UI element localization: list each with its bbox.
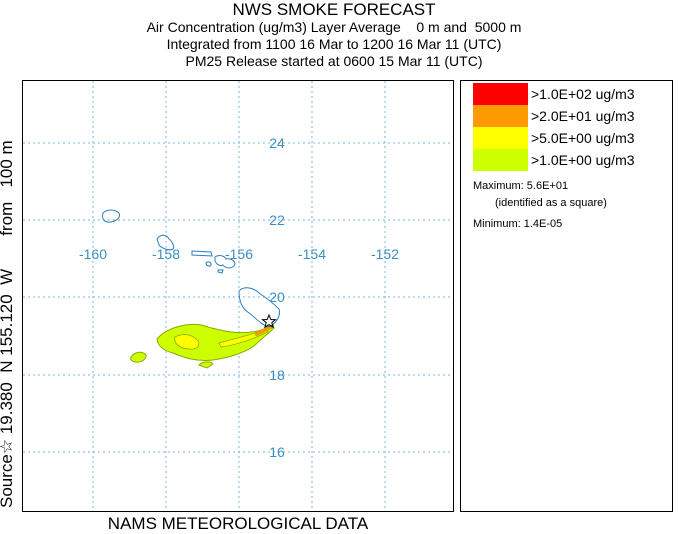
- island-hawaii: [238, 287, 280, 328]
- lon-tick: -160: [79, 246, 107, 262]
- legend-swatch-lime: [473, 149, 528, 171]
- island-molokai: [191, 250, 213, 257]
- lon-tick: -156: [225, 246, 253, 262]
- plume-contour-5ug: [174, 328, 269, 350]
- legend-label: >2.0E+01 ug/m3: [531, 108, 635, 124]
- lat-tick: 20: [269, 289, 285, 305]
- legend-swatch-red: [473, 83, 528, 105]
- source-location-label: Source☆ 19.380 N 155.120 W from 100 m: [0, 140, 16, 508]
- map-panel: -160 -158 -156 -154 -152 24 22 20 18 16: [22, 80, 454, 512]
- maximum-note: (identified as a square): [495, 197, 607, 209]
- lat-tick: 16: [269, 444, 285, 460]
- legend-item: >5.0E+00 ug/m3: [473, 127, 635, 149]
- legend-label: >5.0E+00 ug/m3: [531, 130, 635, 146]
- smoke-plume: [130, 324, 275, 369]
- plume-contour-1ug: [156, 324, 275, 361]
- map-canvas: -160 -158 -156 -154 -152 24 22 20 18 16: [23, 81, 453, 511]
- concentration-subtitle: Air Concentration (ug/m3) Layer Average …: [146, 19, 522, 35]
- legend-minimum: Minimum: 1.4E-05: [473, 218, 562, 230]
- lon-tick: -158: [152, 246, 180, 262]
- legend-maximum: Maximum: 5.6E+01: [473, 180, 568, 192]
- plume-contour-20ug: [254, 324, 273, 337]
- lon-tick: -152: [371, 246, 399, 262]
- minimum-value: 1.4E-05: [523, 218, 563, 230]
- maximum-value: 5.6E+01: [526, 180, 569, 192]
- island-maui: [214, 255, 236, 269]
- legend-label: >1.0E+00 ug/m3: [531, 152, 635, 168]
- meteorological-data-label: NAMS METEOROLOGICAL DATA: [107, 514, 369, 533]
- island-niihau: [102, 209, 120, 223]
- legend-label: >1.0E+02 ug/m3: [531, 86, 635, 102]
- maximum-label: Maximum:: [473, 180, 524, 192]
- lat-tick: 24: [269, 135, 285, 151]
- plume-contour-1ug-spot: [198, 361, 214, 369]
- lat-gridlines: [23, 142, 453, 453]
- integration-period: Integrated from 1100 16 Mar to 1200 16 M…: [166, 36, 502, 52]
- minimum-label: Minimum:: [473, 218, 521, 230]
- coastlines: [102, 209, 280, 328]
- legend-item: >2.0E+01 ug/m3: [473, 105, 635, 127]
- island-lanai: [205, 261, 212, 267]
- lat-tick: 22: [269, 212, 285, 228]
- forecast-title: NWS SMOKE FORECAST: [232, 0, 436, 19]
- lon-tick: -154: [298, 246, 326, 262]
- lon-tick-labels: -160 -158 -156 -154 -152: [79, 246, 399, 262]
- plume-contour-1ug-tail: [130, 351, 147, 363]
- legend-swatch-orange: [473, 105, 528, 127]
- legend-item: >1.0E+02 ug/m3: [473, 83, 635, 105]
- release-start: PM25 Release started at 0600 15 Mar 11 (…: [185, 53, 483, 69]
- lat-tick-labels: 24 22 20 18 16: [269, 135, 285, 460]
- legend-panel: >1.0E+02 ug/m3 >2.0E+01 ug/m3 >5.0E+00 u…: [460, 80, 673, 512]
- legend-swatch-yellow: [473, 127, 528, 149]
- island-oahu: [156, 234, 175, 251]
- island-kahoolawe: [217, 269, 224, 274]
- lat-tick: 18: [269, 367, 285, 383]
- legend-item: >1.0E+00 ug/m3: [473, 149, 635, 171]
- source-star-marker: [261, 313, 277, 329]
